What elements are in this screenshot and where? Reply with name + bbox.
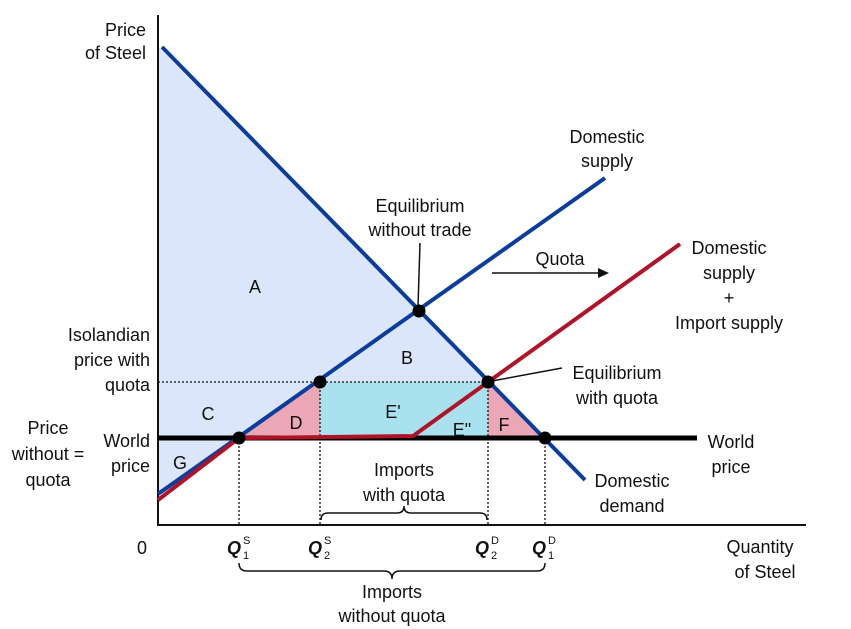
eq-no-trade-pointer (417, 242, 421, 308)
svg-text:2: 2 (324, 550, 330, 562)
area-c-label: C (202, 404, 215, 424)
x-axis-label: Quantity (726, 537, 793, 557)
isolandian-price-label: quota (105, 375, 151, 395)
supply-at-world-price-dot (232, 431, 246, 445)
svg-text:1: 1 (548, 550, 554, 562)
svg-text:D: D (548, 535, 556, 547)
world-price-right-label: price (711, 457, 750, 477)
price-without-quota-label: Price (27, 418, 68, 438)
combined-supply-label: Import supply (675, 313, 783, 333)
x-axis-label: of Steel (734, 562, 795, 582)
combined-supply-label: supply (703, 263, 755, 283)
svg-text:1: 1 (243, 550, 249, 562)
svg-text:Q: Q (227, 538, 241, 558)
svg-text:S: S (243, 535, 250, 547)
world-price-left-label: World (103, 431, 150, 451)
y-axis-label: of Steel (85, 43, 146, 63)
area-d-label: D (290, 413, 303, 433)
imports-with-quota-label: with quota (362, 485, 446, 505)
q2d-label: Q D 2 (475, 535, 499, 562)
imports-with-quota-label: Imports (374, 460, 434, 480)
price-without-quota-label: quota (25, 470, 71, 490)
origin-label: 0 (137, 538, 147, 558)
area-b-region (320, 311, 488, 382)
area-e-prime-region (320, 382, 488, 438)
y-axis-label: Price (105, 20, 146, 40)
domestic-supply-label: supply (581, 151, 633, 171)
equilibrium-with-quota-dot (481, 375, 495, 389)
supply-at-quota-price-dot (313, 375, 327, 389)
imports-with-quota-brace (320, 505, 488, 521)
domestic-demand-label: demand (599, 496, 664, 516)
eq-quota-label: with quota (575, 388, 659, 408)
price-without-quota-label: without = (11, 444, 85, 464)
area-a-label: A (249, 277, 261, 297)
quota-label: Quota (535, 249, 585, 269)
svg-text:2: 2 (491, 550, 497, 562)
eq-quota-pointer (491, 367, 563, 382)
svg-text:D: D (491, 535, 499, 547)
world-price-right-label: World (708, 432, 755, 452)
area-b-label: B (401, 348, 413, 368)
svg-text:Q: Q (532, 538, 546, 558)
svg-text:S: S (324, 535, 331, 547)
world-price-left-label: price (111, 456, 150, 476)
domestic-demand-curve (160, 45, 587, 482)
domestic-supply-label: Domestic (569, 127, 644, 147)
area-f-label: F (499, 415, 510, 435)
area-e-double-prime-label: E" (453, 420, 471, 440)
eq-no-trade-label: without trade (367, 220, 471, 240)
svg-text:Q: Q (308, 538, 322, 558)
imports-without-quota-brace (238, 562, 546, 580)
isolandian-price-label: Isolandian (68, 325, 150, 345)
combined-supply-label: + (724, 288, 735, 308)
imports-without-quota-label: without quota (337, 606, 446, 626)
area-c-region (158, 382, 320, 438)
eq-quota-label: Equilibrium (572, 363, 661, 383)
svg-text:Q: Q (475, 538, 489, 558)
area-a-region (158, 47, 419, 382)
q2s-label: Q S 2 (308, 535, 331, 562)
equilibrium-without-trade-dot (412, 304, 426, 318)
domestic-demand-label: Domestic (594, 471, 669, 491)
eq-no-trade-label: Equilibrium (375, 196, 464, 216)
quota-arrow-icon (492, 268, 609, 278)
area-e-prime-label: E' (385, 402, 400, 422)
isolandian-price-label: price with (74, 350, 150, 370)
domestic-plus-import-supply-curve (156, 242, 682, 502)
combined-supply-label: Domestic (691, 238, 766, 258)
q1s-label: Q S 1 (227, 535, 250, 562)
area-g-label: G (173, 453, 187, 473)
q1d-label: Q D 1 (532, 535, 556, 562)
imports-without-quota-label: Imports (362, 582, 422, 602)
demand-at-world-price-dot (538, 431, 552, 445)
